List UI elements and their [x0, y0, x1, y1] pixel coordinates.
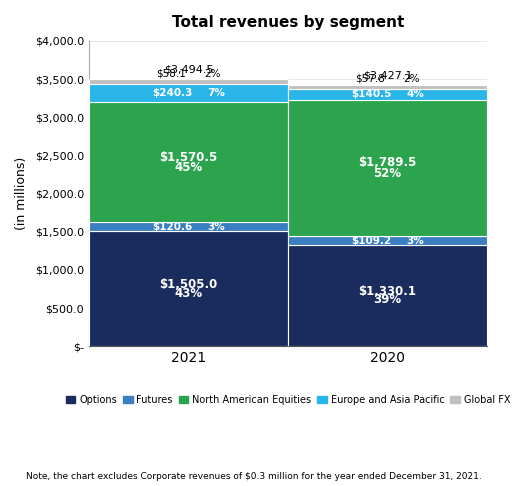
- Text: $57.8: $57.8: [355, 74, 385, 84]
- Text: $109.2: $109.2: [352, 236, 392, 245]
- Bar: [288, 89, 487, 100]
- Text: 3%: 3%: [406, 236, 424, 245]
- Text: $1,570.5: $1,570.5: [160, 151, 218, 164]
- Text: 2%: 2%: [204, 69, 220, 79]
- Text: 52%: 52%: [373, 167, 402, 180]
- Bar: [288, 245, 487, 346]
- Text: $140.5: $140.5: [351, 89, 392, 100]
- Text: $120.6: $120.6: [153, 222, 193, 232]
- Bar: [89, 80, 288, 84]
- Text: $3,427.1: $3,427.1: [363, 70, 412, 80]
- Text: 3%: 3%: [207, 222, 225, 232]
- Text: $1,789.5: $1,789.5: [359, 156, 417, 169]
- Text: $1,330.1: $1,330.1: [359, 285, 417, 298]
- Text: 4%: 4%: [406, 89, 424, 100]
- Text: $3,494.5: $3,494.5: [164, 65, 213, 75]
- Text: 7%: 7%: [207, 88, 225, 98]
- Text: Note, the chart excludes Corporate revenues of $0.3 million for the year ended D: Note, the chart excludes Corporate reven…: [26, 472, 482, 481]
- Bar: [288, 100, 487, 236]
- Text: 45%: 45%: [174, 160, 203, 174]
- Bar: [288, 236, 487, 245]
- Text: $58.1: $58.1: [156, 69, 186, 79]
- Bar: [89, 84, 288, 102]
- Bar: [89, 231, 288, 346]
- Legend: Options, Futures, North American Equities, Europe and Asia Pacific, Global FX: Options, Futures, North American Equitie…: [62, 391, 514, 409]
- Y-axis label: (in millions): (in millions): [15, 157, 28, 230]
- Title: Total revenues by segment: Total revenues by segment: [172, 15, 404, 30]
- Text: 43%: 43%: [174, 287, 203, 300]
- Bar: [288, 85, 487, 89]
- Bar: [89, 102, 288, 222]
- Text: $1,505.0: $1,505.0: [160, 278, 218, 291]
- Text: 2%: 2%: [403, 74, 419, 84]
- Text: $240.3: $240.3: [152, 88, 193, 98]
- Text: 39%: 39%: [373, 293, 402, 306]
- Bar: [89, 222, 288, 231]
